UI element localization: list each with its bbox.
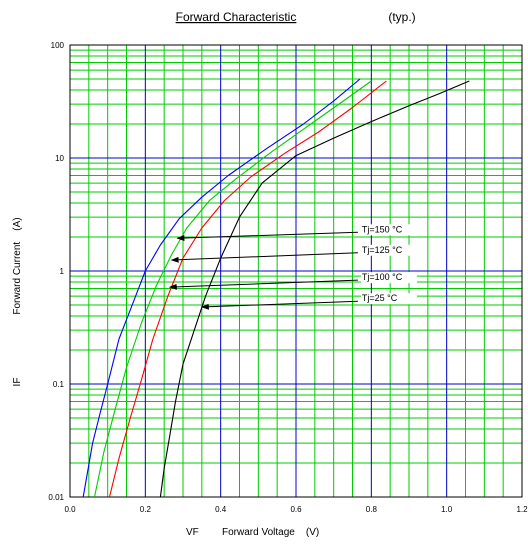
y-axis-label: Forward Current (A) — [12, 217, 23, 314]
series-line-2 — [108, 80, 387, 498]
annotation-label-2: Tj=100 °C — [362, 272, 403, 282]
annotation-label-0: Tj=150 °C — [362, 224, 403, 234]
x-axis-symbol: VF — [186, 527, 199, 538]
plot-frame — [69, 44, 523, 498]
annotation-label-bg-0 — [360, 224, 417, 236]
annotation-label-3: Tj=25 °C — [362, 293, 398, 303]
y-tick-label: 1 — [60, 267, 65, 276]
x-tick-labels: 0.0 0.2 0.4 0.6 0.8 1.0 1.2 — [64, 505, 528, 514]
annotation-label-bg-2 — [360, 272, 417, 284]
x-tick-label: 0.8 — [366, 505, 378, 514]
x-tick-label: 1.0 — [441, 505, 453, 514]
annotation-arrow-1 — [170, 252, 358, 263]
y-tick-label: 0.1 — [53, 380, 65, 389]
y-axis-symbol: IF — [12, 378, 23, 387]
series-layer — [82, 78, 470, 498]
y-tick-label: 10 — [55, 154, 64, 163]
y-tick-labels: 0.01 0.1 1 10 100 — [48, 41, 64, 502]
x-tick-label: 0.6 — [290, 505, 302, 514]
annotation-arrow-2 — [168, 279, 358, 290]
annotation-label-bg-1 — [360, 244, 417, 256]
y-tick-label: 0.01 — [48, 493, 64, 502]
chart-subtitle: (typ.) — [388, 10, 415, 24]
annotation-arrow-0 — [176, 231, 358, 241]
annotation-layer: Tj=150 °C Tj=125 °C Tj=100 °C Tj=25 °C — [168, 224, 417, 310]
series-line-1 — [93, 80, 372, 498]
x-tick-label: 0.0 — [64, 505, 76, 514]
x-axis-label: Forward Voltage (V) — [222, 527, 319, 538]
x-tick-label: 0.4 — [215, 505, 227, 514]
chart-title: Forward Characteristic — [176, 10, 297, 24]
series-line-3 — [159, 80, 470, 498]
y-tick-label: 100 — [51, 41, 65, 50]
annotation-arrow-3 — [200, 300, 358, 310]
annotation-label-1: Tj=125 °C — [362, 245, 403, 255]
x-tick-label: 1.2 — [516, 505, 528, 514]
annotation-label-bg-3 — [360, 293, 417, 305]
series-line-0 — [82, 78, 361, 498]
x-tick-label: 0.2 — [140, 505, 152, 514]
